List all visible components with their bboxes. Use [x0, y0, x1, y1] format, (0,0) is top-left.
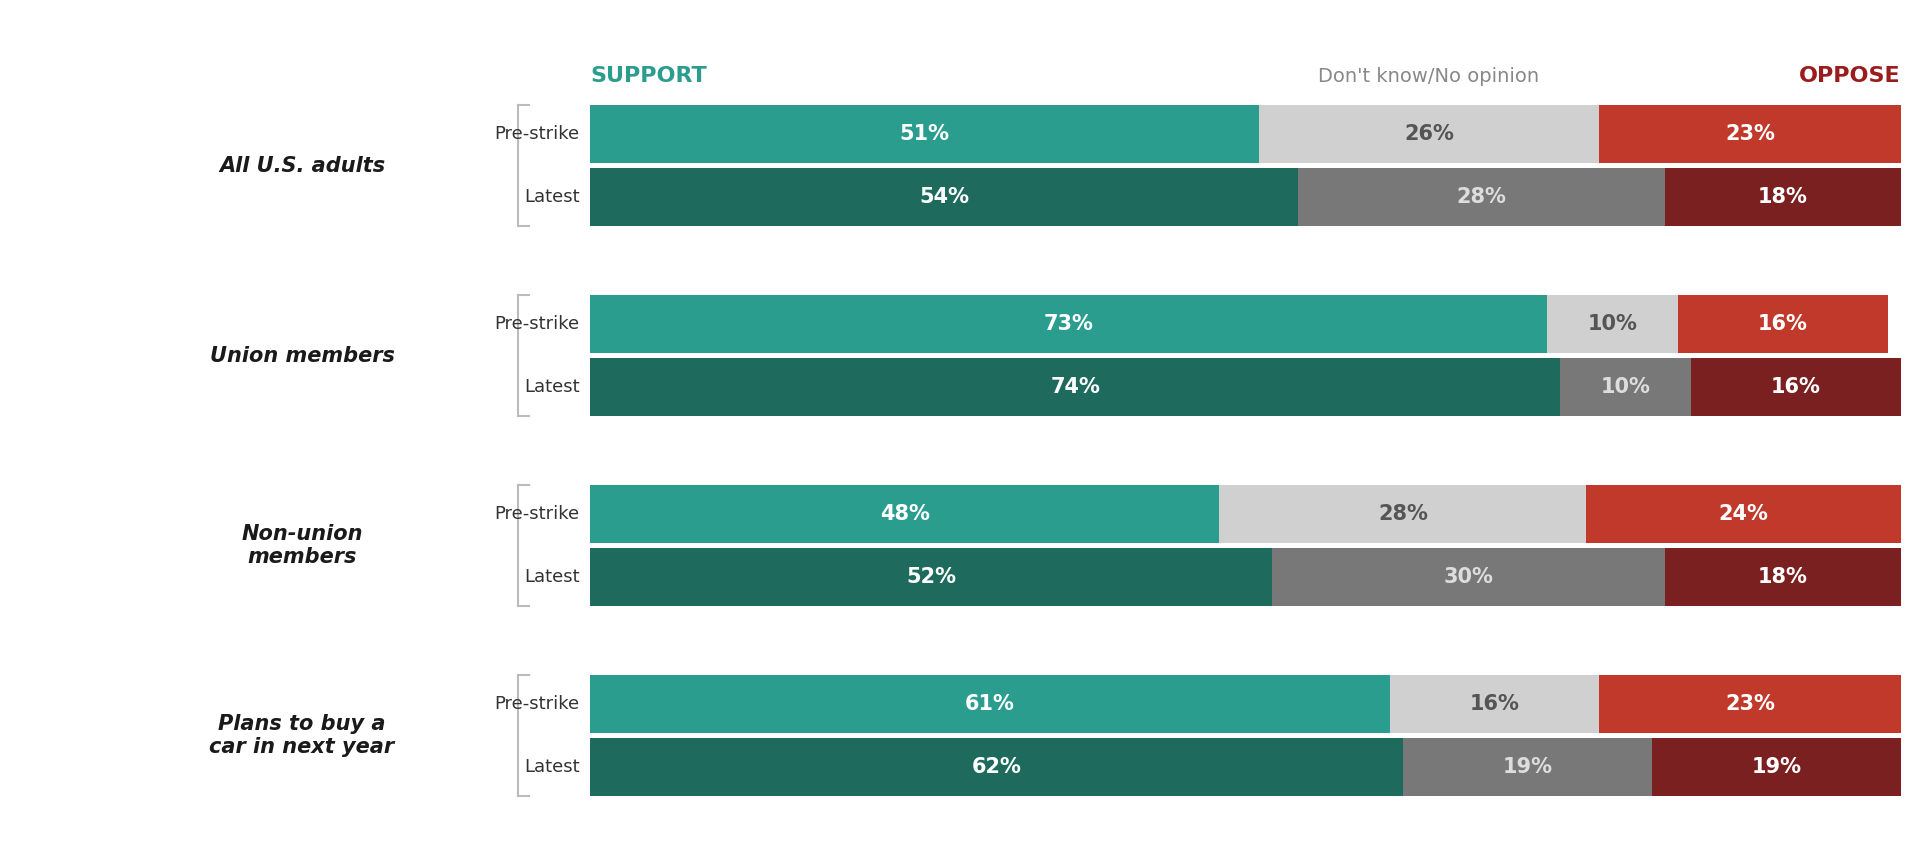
- Text: 24%: 24%: [1718, 504, 1768, 524]
- Text: 28%: 28%: [1379, 504, 1428, 524]
- Text: 51%: 51%: [899, 124, 950, 144]
- Bar: [1651, 738, 1901, 796]
- Text: 28%: 28%: [1457, 187, 1507, 207]
- Text: 19%: 19%: [1501, 757, 1551, 777]
- Text: 52%: 52%: [906, 567, 956, 587]
- Text: Pre-strike: Pre-strike: [495, 505, 580, 523]
- Text: 62%: 62%: [972, 757, 1021, 777]
- Text: 10%: 10%: [1588, 314, 1638, 334]
- Text: OPPOSE: OPPOSE: [1799, 66, 1901, 86]
- Text: Latest: Latest: [524, 568, 580, 586]
- Bar: [1665, 548, 1901, 606]
- Bar: [1404, 738, 1651, 796]
- Text: Union members: Union members: [209, 346, 394, 365]
- Bar: [1548, 295, 1678, 353]
- Text: 48%: 48%: [879, 504, 929, 524]
- Bar: [589, 548, 1271, 606]
- Bar: [1298, 168, 1665, 226]
- Bar: [1599, 675, 1901, 733]
- Text: 23%: 23%: [1726, 694, 1774, 714]
- Text: Don't know/No opinion: Don't know/No opinion: [1319, 67, 1540, 86]
- Text: Non-union
members: Non-union members: [242, 524, 363, 567]
- Text: 16%: 16%: [1469, 694, 1519, 714]
- Text: 74%: 74%: [1050, 378, 1100, 397]
- Bar: [1260, 105, 1599, 163]
- Text: 18%: 18%: [1759, 187, 1809, 207]
- Bar: [589, 105, 1260, 163]
- Bar: [1692, 359, 1901, 416]
- Bar: [1390, 675, 1599, 733]
- Text: SUPPORT: SUPPORT: [589, 66, 707, 86]
- Text: 18%: 18%: [1759, 567, 1809, 587]
- Text: 30%: 30%: [1444, 567, 1494, 587]
- Bar: [1219, 485, 1586, 543]
- Text: Latest: Latest: [524, 188, 580, 206]
- Bar: [589, 485, 1219, 543]
- Bar: [1586, 485, 1901, 543]
- Bar: [589, 738, 1404, 796]
- Text: 10%: 10%: [1601, 378, 1651, 397]
- Bar: [1561, 359, 1692, 416]
- Text: 26%: 26%: [1404, 124, 1453, 144]
- Bar: [589, 675, 1390, 733]
- Text: Plans to buy a
car in next year: Plans to buy a car in next year: [209, 714, 396, 757]
- Bar: [1599, 105, 1901, 163]
- Text: Latest: Latest: [524, 378, 580, 397]
- Text: All U.S. adults: All U.S. adults: [219, 156, 386, 175]
- Bar: [1665, 168, 1901, 226]
- Text: 16%: 16%: [1770, 378, 1820, 397]
- Text: 61%: 61%: [966, 694, 1016, 714]
- Bar: [1678, 295, 1887, 353]
- Text: Pre-strike: Pre-strike: [495, 695, 580, 713]
- Text: 16%: 16%: [1759, 314, 1809, 334]
- Text: Pre-strike: Pre-strike: [495, 125, 580, 143]
- Bar: [589, 295, 1548, 353]
- Text: Latest: Latest: [524, 758, 580, 776]
- Text: 23%: 23%: [1726, 124, 1774, 144]
- Bar: [1271, 548, 1665, 606]
- Text: 73%: 73%: [1044, 314, 1094, 334]
- Text: 54%: 54%: [920, 187, 970, 207]
- Text: Pre-strike: Pre-strike: [495, 314, 580, 333]
- Text: 19%: 19%: [1751, 757, 1801, 777]
- Bar: [589, 359, 1561, 416]
- Bar: [589, 168, 1298, 226]
